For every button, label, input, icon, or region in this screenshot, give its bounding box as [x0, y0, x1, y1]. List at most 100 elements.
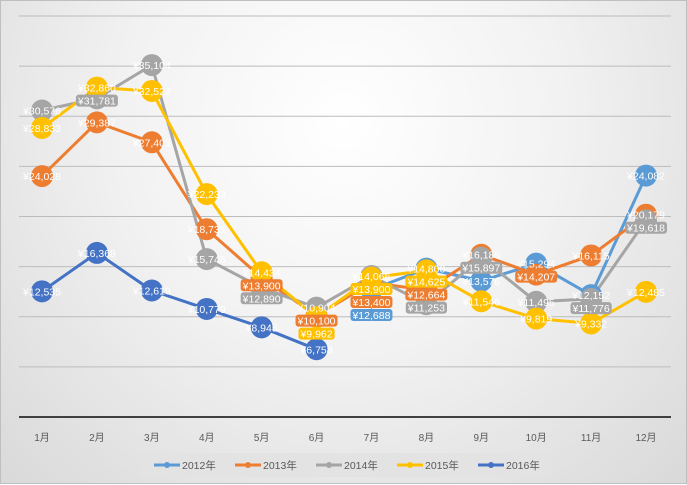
data-label-background — [570, 302, 612, 315]
data-label: ¥16,185 — [461, 250, 500, 262]
legend-item[interactable]: 2012年 — [154, 459, 216, 472]
data-label: ¥13,400 — [351, 297, 390, 309]
legend-swatch-marker — [488, 462, 494, 468]
data-point-marker — [195, 183, 218, 206]
data-label: ¥13,900 — [351, 284, 390, 296]
data-point-marker — [470, 290, 493, 313]
data-point-marker — [85, 111, 108, 134]
data-point-marker — [635, 164, 657, 187]
legend-label: 2014年 — [344, 459, 378, 472]
data-label: ¥10,100 — [297, 316, 336, 328]
data-label: ¥13,576 — [461, 276, 500, 288]
data-point-marker — [470, 269, 493, 292]
legend-swatch-marker — [326, 462, 332, 468]
data-label: ¥12,688 — [351, 310, 390, 322]
data-label: ¥15,294 — [516, 259, 555, 271]
x-tick-label: 6月 — [309, 432, 325, 444]
legend-label: 2016年 — [506, 459, 540, 472]
data-point-marker — [140, 279, 163, 302]
data-label-background — [460, 261, 503, 274]
data-point-marker — [195, 248, 218, 271]
data-label: ¥10,779 — [187, 304, 226, 316]
data-label-background — [295, 314, 338, 327]
data-label: ¥19,618 — [626, 223, 665, 235]
data-label-background — [240, 279, 283, 292]
data-label-background — [350, 295, 393, 308]
data-label: ¥32,522 — [132, 86, 171, 98]
data-point-marker — [580, 312, 603, 335]
legend: 2012年 2013年 2014年 2015年 2016年 — [141, 453, 551, 477]
data-label: ¥12,485 — [626, 287, 665, 299]
data-point-marker — [85, 76, 108, 99]
x-tick-label: 12月 — [635, 432, 656, 444]
data-label: ¥6,758 — [299, 344, 332, 356]
legend-item[interactable]: 2013年 — [235, 459, 297, 472]
gridlines — [19, 15, 671, 368]
legend-swatch-marker — [245, 462, 251, 468]
x-tick-label: 5月 — [254, 432, 270, 444]
data-point-marker — [85, 241, 108, 264]
data-point-marker — [305, 338, 328, 361]
data-label: ¥31,781 — [77, 96, 116, 108]
data-label-background — [405, 301, 447, 314]
data-point-marker — [195, 218, 218, 241]
data-label: ¥8,945 — [245, 322, 278, 334]
legend-label: 2013年 — [263, 459, 297, 472]
data-label: ¥11,495 — [517, 297, 555, 309]
data-point-marker — [31, 280, 53, 303]
data-label: ¥12,152 — [571, 290, 610, 302]
data-point-marker — [525, 290, 548, 313]
data-point-marker — [580, 244, 603, 267]
data-point-marker — [140, 79, 163, 102]
data-label: ¥30,576 — [22, 105, 61, 117]
x-axis: 1月 2月 3月 4月 5月 6月 7月 8月 9月 10月 11月 12月 — [19, 416, 671, 444]
data-label: ¥14,625 — [406, 277, 445, 289]
data-label: ¥11,253 — [407, 303, 445, 315]
data-point-marker — [31, 99, 53, 122]
data-label-background — [405, 275, 448, 288]
data-label: ¥13,900 — [242, 280, 281, 292]
data-label: ¥24,028 — [22, 171, 61, 183]
data-label: ¥12,890 — [242, 293, 281, 305]
data-label: ¥14,800 — [406, 264, 445, 276]
data-label: ¥16,115 — [571, 250, 609, 262]
legend-item[interactable]: 2015年 — [397, 459, 459, 472]
data-label: ¥15,746 — [187, 254, 226, 266]
data-point-marker — [250, 316, 273, 339]
data-label: ¥10,904 — [297, 303, 336, 315]
data-label-background — [350, 282, 393, 295]
series-markers — [31, 54, 657, 361]
legend-label: 2015年 — [425, 459, 459, 472]
data-point-marker — [250, 261, 273, 284]
x-tick-label: 2月 — [89, 432, 105, 444]
data-label-background — [75, 94, 118, 107]
data-label: ¥12,535 — [22, 286, 61, 298]
x-tick-label: 10月 — [526, 432, 547, 444]
legend-swatch-marker — [164, 462, 170, 468]
data-label: ¥35,104 — [132, 60, 171, 72]
data-label: ¥28,833 — [22, 123, 61, 135]
data-label: ¥9,962 — [299, 329, 332, 341]
legend-item[interactable]: 2014年 — [316, 459, 378, 472]
legend-swatch-marker — [407, 462, 413, 468]
data-label: ¥9,332 — [574, 318, 607, 330]
data-label: ¥15,897 — [461, 263, 500, 275]
data-label: ¥14,434 — [242, 267, 281, 279]
data-label: ¥12,664 — [406, 290, 445, 302]
data-label: ¥32,860 — [77, 83, 116, 95]
x-tick-label: 8月 — [419, 432, 435, 444]
x-tick-label: 3月 — [144, 432, 160, 444]
x-tick-label: 9月 — [473, 432, 489, 444]
data-label-background — [625, 221, 667, 234]
data-label: ¥16,368 — [77, 248, 116, 260]
data-label-background — [515, 270, 558, 283]
data-label: ¥27,403 — [132, 137, 171, 149]
legend-item[interactable]: 2016年 — [478, 459, 540, 472]
data-label: ¥14,207 — [516, 272, 555, 284]
data-label: ¥14,066 — [351, 271, 390, 283]
data-point-marker — [525, 307, 548, 330]
data-label: ¥29,387 — [77, 117, 116, 129]
data-labels: ¥30,576 ¥28,833 ¥24,028 ¥12,535 ¥32,860¥31,7… — [22, 60, 667, 356]
